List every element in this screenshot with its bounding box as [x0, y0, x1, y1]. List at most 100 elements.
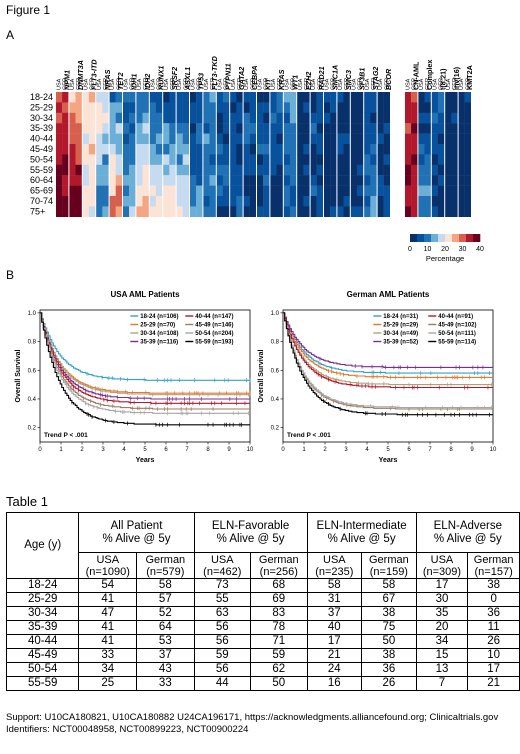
heatmap-cell — [176, 185, 183, 197]
heatmap-cell — [62, 164, 69, 176]
heatmap-cell — [289, 164, 297, 176]
heatmap-cell — [222, 185, 230, 197]
age-row-label: 65-69 — [30, 186, 53, 196]
heatmap-cell — [169, 133, 176, 145]
heatmap-cell — [222, 175, 230, 186]
heatmap-cell — [431, 112, 439, 124]
heatmap-cell — [236, 102, 243, 113]
heatmap-cell — [75, 123, 82, 134]
heatmap-cell — [149, 102, 157, 113]
heatmap-cell — [75, 185, 82, 197]
gene-label: NRAS — [103, 69, 112, 90]
age-row-label: 60-64 — [30, 175, 53, 185]
heatmap-cell — [458, 185, 465, 197]
value-cell: 56 — [193, 662, 252, 677]
heatmap-cell — [437, 164, 445, 176]
heatmap-cell — [356, 175, 364, 186]
heatmap-cell — [203, 196, 210, 207]
heatmap-cell — [289, 144, 297, 155]
heatmap-cell — [163, 196, 170, 207]
heatmap-cell — [243, 175, 250, 186]
heatmap-cell — [190, 206, 197, 217]
cohort-label: GER — [344, 78, 350, 90]
heatmap-cell — [411, 102, 418, 113]
heatmap-cell — [257, 112, 264, 124]
heatmap-cell — [230, 102, 237, 113]
table-body: 18-24 54 58 73 68 58 58 17 38 25-29 41 57 55 69 31 67 30… — [5, 578, 520, 691]
heatmap-cell — [364, 175, 371, 186]
heatmap-cell — [123, 92, 130, 103]
heatmap-cell — [222, 144, 230, 155]
heatmap-cell — [330, 164, 337, 176]
heatmap-cell — [257, 102, 264, 113]
heatmap-cell — [383, 175, 390, 186]
heatmap-cell — [129, 154, 136, 165]
heatmap-cell — [437, 123, 445, 134]
heatmap-cell — [377, 154, 384, 165]
x-tick-label: 3 — [101, 447, 105, 453]
km-curve — [283, 312, 493, 389]
heatmap-cell — [69, 164, 76, 176]
legend-label: 30-34 (n=108) — [140, 331, 178, 337]
legend-label: 30-34 (n=49) — [383, 331, 418, 337]
table-row: 45-49 33 37 59 59 21 38 15 10 — [5, 648, 520, 663]
heatmap-cell — [88, 92, 96, 103]
heatmap-cell — [149, 133, 157, 145]
legend-label: 18-24 (n=106) — [140, 314, 178, 320]
heatmap-cell — [163, 154, 170, 165]
heatmap-cell — [289, 112, 297, 124]
heatmap-cell — [196, 133, 203, 145]
heatmap-cell — [216, 206, 224, 217]
heatmap-cell — [303, 102, 310, 113]
heatmap-cell — [324, 175, 331, 186]
heatmap-cell — [82, 112, 90, 124]
heatmap-cell — [424, 133, 431, 145]
cohort-label: GER — [452, 78, 458, 90]
heatmap-cell — [169, 175, 176, 186]
cohort-label: GER — [439, 78, 445, 90]
heatmap-cell — [297, 185, 304, 197]
legend-label: 45-49 (n=102) — [438, 323, 476, 329]
heatmap-cell — [337, 102, 344, 113]
heatmap-cell — [364, 196, 371, 207]
heatmap-cell — [330, 196, 337, 207]
group-header-all: All Patient% Alive @ 5y — [78, 512, 195, 553]
heatmap-cell — [418, 185, 425, 197]
heatmap-cell — [169, 185, 176, 197]
heatmap-cell — [324, 133, 331, 145]
heatmap-cell — [445, 92, 452, 103]
heatmap-cell — [297, 92, 304, 103]
heatmap-cell — [377, 175, 384, 186]
colorbar-swatch — [417, 234, 425, 242]
heatmap-cell — [236, 196, 243, 207]
heatmap-cell — [123, 102, 130, 113]
heatmap-cell — [82, 133, 90, 145]
heatmap-cell — [431, 154, 439, 165]
heatmap-cell — [82, 144, 90, 155]
heatmap-cell — [337, 144, 344, 155]
cohort-label: USA — [271, 78, 277, 90]
x-tick-label: 1 — [59, 447, 63, 453]
heatmap-cell — [149, 164, 157, 176]
heatmap-cell — [458, 206, 465, 217]
heatmap-cell — [209, 133, 216, 145]
heatmap-cell — [123, 123, 130, 134]
x-tick-label: 1 — [302, 447, 306, 453]
heatmap-cell — [370, 175, 377, 186]
heatmap-cell — [464, 206, 471, 217]
heatmap-cell — [437, 175, 445, 186]
x-tick-label: 10 — [247, 447, 254, 453]
heatmap-cell — [458, 112, 465, 124]
heatmap-cell — [196, 175, 203, 186]
heatmap-cell — [196, 112, 203, 124]
heatmap-cell — [437, 112, 445, 124]
age-cell: 18-24 — [5, 578, 80, 593]
x-tick-label: 5 — [386, 447, 390, 453]
heatmap-cell — [209, 175, 216, 186]
cohort-label: GER — [331, 78, 337, 90]
heatmap-cell — [458, 133, 465, 145]
heatmap-cell — [109, 144, 116, 155]
heatmap-cell — [136, 185, 143, 197]
heatmap-cell — [169, 112, 176, 124]
cohort-label: GER — [384, 78, 390, 90]
